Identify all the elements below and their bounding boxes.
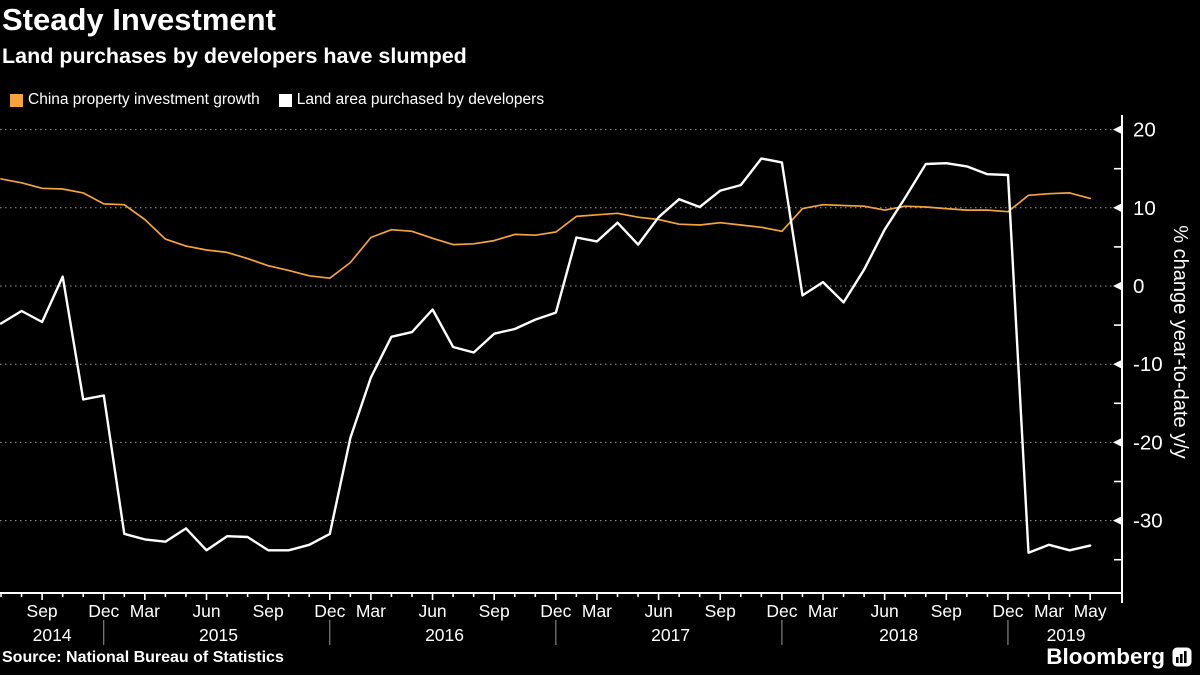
x-tick-label: Jun: [644, 601, 672, 621]
legend-label-investment: China property investment growth: [28, 91, 260, 108]
x-tick-label: Dec: [314, 601, 345, 621]
x-year-label: 2014: [33, 625, 72, 645]
bar-chart-icon: [1172, 647, 1192, 667]
x-tick-label: Jun: [418, 601, 446, 621]
chart-subtitle: Land purchases by developers have slumpe…: [2, 44, 467, 68]
y-major-tick: [1113, 515, 1123, 526]
y-major-tick: [1113, 202, 1123, 213]
legend-label-land: Land area purchased by developers: [296, 91, 545, 108]
chart-legend: China property investment growth Land ar…: [10, 91, 544, 109]
x-tick-label: May: [1074, 601, 1107, 621]
y-major-tick: [1113, 281, 1123, 291]
y-major-tick: [1113, 124, 1123, 135]
legend-item-investment: China property investment growth: [10, 91, 260, 109]
y-tick-label: 20: [1133, 119, 1156, 142]
y-major-tick: [1113, 359, 1123, 370]
y-axis-title: % change year-to-date y/y: [1169, 225, 1191, 458]
y-tick-label: 0: [1133, 275, 1144, 298]
y-tick-label: -20: [1133, 431, 1163, 454]
x-tick-label: Mar: [356, 601, 386, 621]
x-tick-label: Sep: [931, 601, 962, 621]
x-tick-label: Sep: [705, 601, 736, 621]
x-tick-label: Jun: [871, 601, 899, 621]
x-year-label: 2019: [1047, 625, 1086, 645]
x-tick-label: Mar: [582, 601, 612, 621]
x-tick-label: Sep: [479, 601, 510, 621]
legend-swatch-white-icon: [278, 93, 292, 107]
legend-swatch-orange-icon: [10, 93, 23, 107]
x-year-label: 2016: [425, 625, 464, 645]
y-tick-label: -30: [1133, 510, 1163, 533]
x-tick-label: Dec: [992, 601, 1023, 621]
legend-item-land: Land area purchased by developers: [278, 91, 545, 109]
y-major-tick: [1113, 437, 1123, 448]
x-tick-label: Sep: [253, 601, 284, 621]
bloomberg-logo: Bloomberg: [1046, 644, 1192, 670]
x-tick-label: Mar: [130, 601, 160, 621]
y-tick-label: 10: [1133, 197, 1156, 220]
x-tick-label: Dec: [88, 601, 119, 621]
x-year-label: 2017: [651, 625, 690, 645]
x-tick-label: Mar: [808, 601, 838, 621]
chart-title: Steady Investment: [2, 2, 276, 37]
bloomberg-logo-text: Bloomberg: [1046, 644, 1165, 669]
source-note: Source: National Bureau of Statistics: [2, 649, 284, 666]
x-tick-label: Jun: [192, 601, 220, 621]
series-line-0: [0, 178, 1092, 280]
series-line-1: [0, 157, 1092, 554]
x-year-label: 2018: [879, 625, 918, 645]
x-tick-label: Dec: [540, 601, 571, 621]
x-tick-label: Dec: [766, 601, 797, 621]
x-year-label: 2015: [199, 625, 238, 645]
x-tick-label: Mar: [1034, 601, 1064, 621]
y-tick-label: -10: [1133, 353, 1163, 376]
x-tick-label: Sep: [27, 601, 58, 621]
